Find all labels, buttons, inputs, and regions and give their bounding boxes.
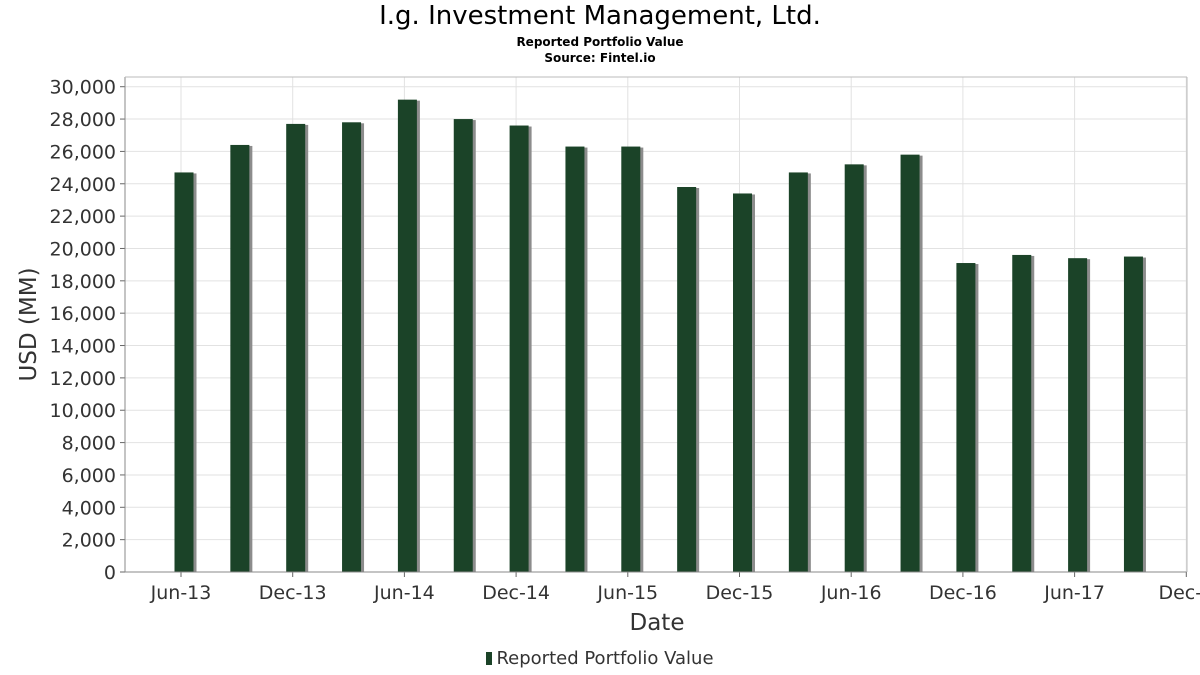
- legend-label: Reported Portfolio Value: [496, 648, 714, 669]
- y-tick-label: 4,000: [62, 497, 116, 519]
- chart-source: Source: Fintel.io: [544, 51, 656, 65]
- y-tick-label: 8,000: [62, 433, 116, 455]
- y-tick-label: 22,000: [50, 206, 116, 228]
- bar: [342, 122, 362, 572]
- x-tick-label: Jun-14: [373, 582, 435, 604]
- y-tick-label: 28,000: [50, 109, 116, 131]
- bar: [677, 187, 697, 572]
- y-tick-label: 26,000: [50, 141, 116, 163]
- bar: [733, 193, 752, 572]
- bar: [509, 125, 529, 572]
- bar: [174, 172, 194, 573]
- bar: [1068, 258, 1088, 572]
- bar: [453, 119, 473, 572]
- y-tick-label: 10,000: [50, 400, 116, 422]
- bar: [621, 146, 641, 572]
- bar: [1012, 254, 1032, 573]
- y-tick-label: 20,000: [50, 238, 116, 260]
- chart-subtitle: Reported Portfolio Value: [516, 35, 684, 49]
- y-tick-label: 18,000: [50, 271, 116, 293]
- x-tick-label: Dec-15: [706, 582, 774, 604]
- legend-swatch: [486, 652, 493, 665]
- y-tick-label: 6,000: [62, 465, 116, 487]
- y-tick-label: 16,000: [50, 303, 116, 325]
- x-tick-label: Dec-1: [1158, 582, 1200, 604]
- x-tick-label: Dec-13: [259, 582, 327, 604]
- bar: [286, 123, 306, 572]
- bar: [956, 263, 976, 572]
- x-axis-title: Date: [630, 610, 685, 636]
- y-tick-label: 12,000: [50, 368, 116, 390]
- x-tick-label: Dec-14: [482, 582, 550, 604]
- bar: [788, 172, 808, 573]
- y-axis-title: USD (MM): [16, 267, 42, 381]
- y-tick-label: 14,000: [50, 336, 116, 358]
- y-tick-label: 2,000: [62, 530, 116, 552]
- x-tick-label: Jun-17: [1043, 582, 1105, 604]
- x-tick-label: Jun-15: [596, 582, 658, 604]
- chart-title: I.g. Investment Management, Ltd.: [379, 1, 821, 31]
- x-tick-label: Jun-16: [820, 582, 882, 604]
- bar: [397, 99, 417, 572]
- bar: [230, 144, 250, 573]
- y-tick-label: 30,000: [50, 77, 116, 99]
- bar: [565, 146, 585, 572]
- bar: [900, 154, 920, 572]
- bar: [1123, 256, 1143, 572]
- x-tick-label: Dec-16: [929, 582, 997, 604]
- y-tick-label: 24,000: [50, 174, 116, 196]
- bar: [844, 164, 864, 572]
- legend: Reported Portfolio Value: [0, 648, 1200, 669]
- y-tick-label: 0: [104, 562, 116, 584]
- x-tick-label: Jun-13: [150, 582, 212, 604]
